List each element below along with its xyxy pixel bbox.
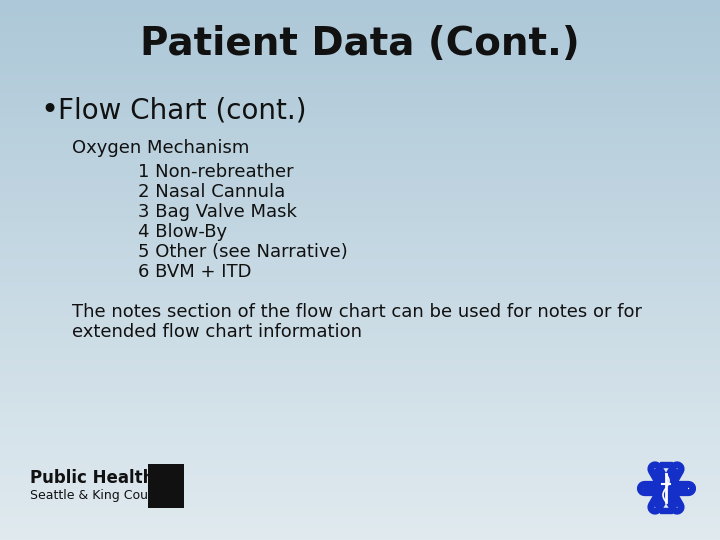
Text: 1 Non-rebreather: 1 Non-rebreather — [138, 163, 294, 181]
Text: •: • — [40, 96, 58, 125]
Text: 3 Bag Valve Mask: 3 Bag Valve Mask — [138, 203, 297, 221]
Text: Patient Data (Cont.): Patient Data (Cont.) — [140, 25, 580, 63]
Text: The notes section of the flow chart can be used for notes or for: The notes section of the flow chart can … — [72, 303, 642, 321]
Text: 5 Other (see Narrative): 5 Other (see Narrative) — [138, 243, 348, 261]
Text: Public Health: Public Health — [30, 469, 154, 487]
Text: 6 BVM + ITD: 6 BVM + ITD — [138, 263, 251, 281]
Text: 2 Nasal Cannula: 2 Nasal Cannula — [138, 183, 285, 201]
Text: extended flow chart information: extended flow chart information — [72, 323, 362, 341]
Text: 4 Blow-By: 4 Blow-By — [138, 223, 227, 241]
Text: Seattle & King County: Seattle & King County — [30, 489, 168, 503]
Text: Flow Chart (cont.): Flow Chart (cont.) — [58, 96, 307, 124]
Text: Oxygen Mechanism: Oxygen Mechanism — [72, 139, 249, 157]
Bar — [660, 508, 672, 513]
Bar — [660, 462, 672, 467]
FancyBboxPatch shape — [148, 464, 184, 508]
